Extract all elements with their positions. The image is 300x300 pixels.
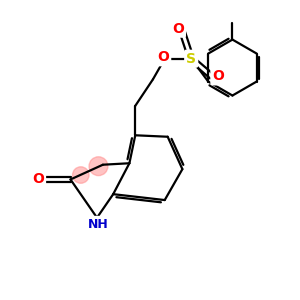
Circle shape <box>89 157 108 176</box>
Text: O: O <box>172 22 184 36</box>
Circle shape <box>73 167 89 183</box>
Text: S: S <box>186 52 196 66</box>
Text: O: O <box>32 172 44 186</box>
Text: O: O <box>157 50 169 64</box>
Text: NH: NH <box>88 218 109 231</box>
Text: O: O <box>212 69 224 83</box>
